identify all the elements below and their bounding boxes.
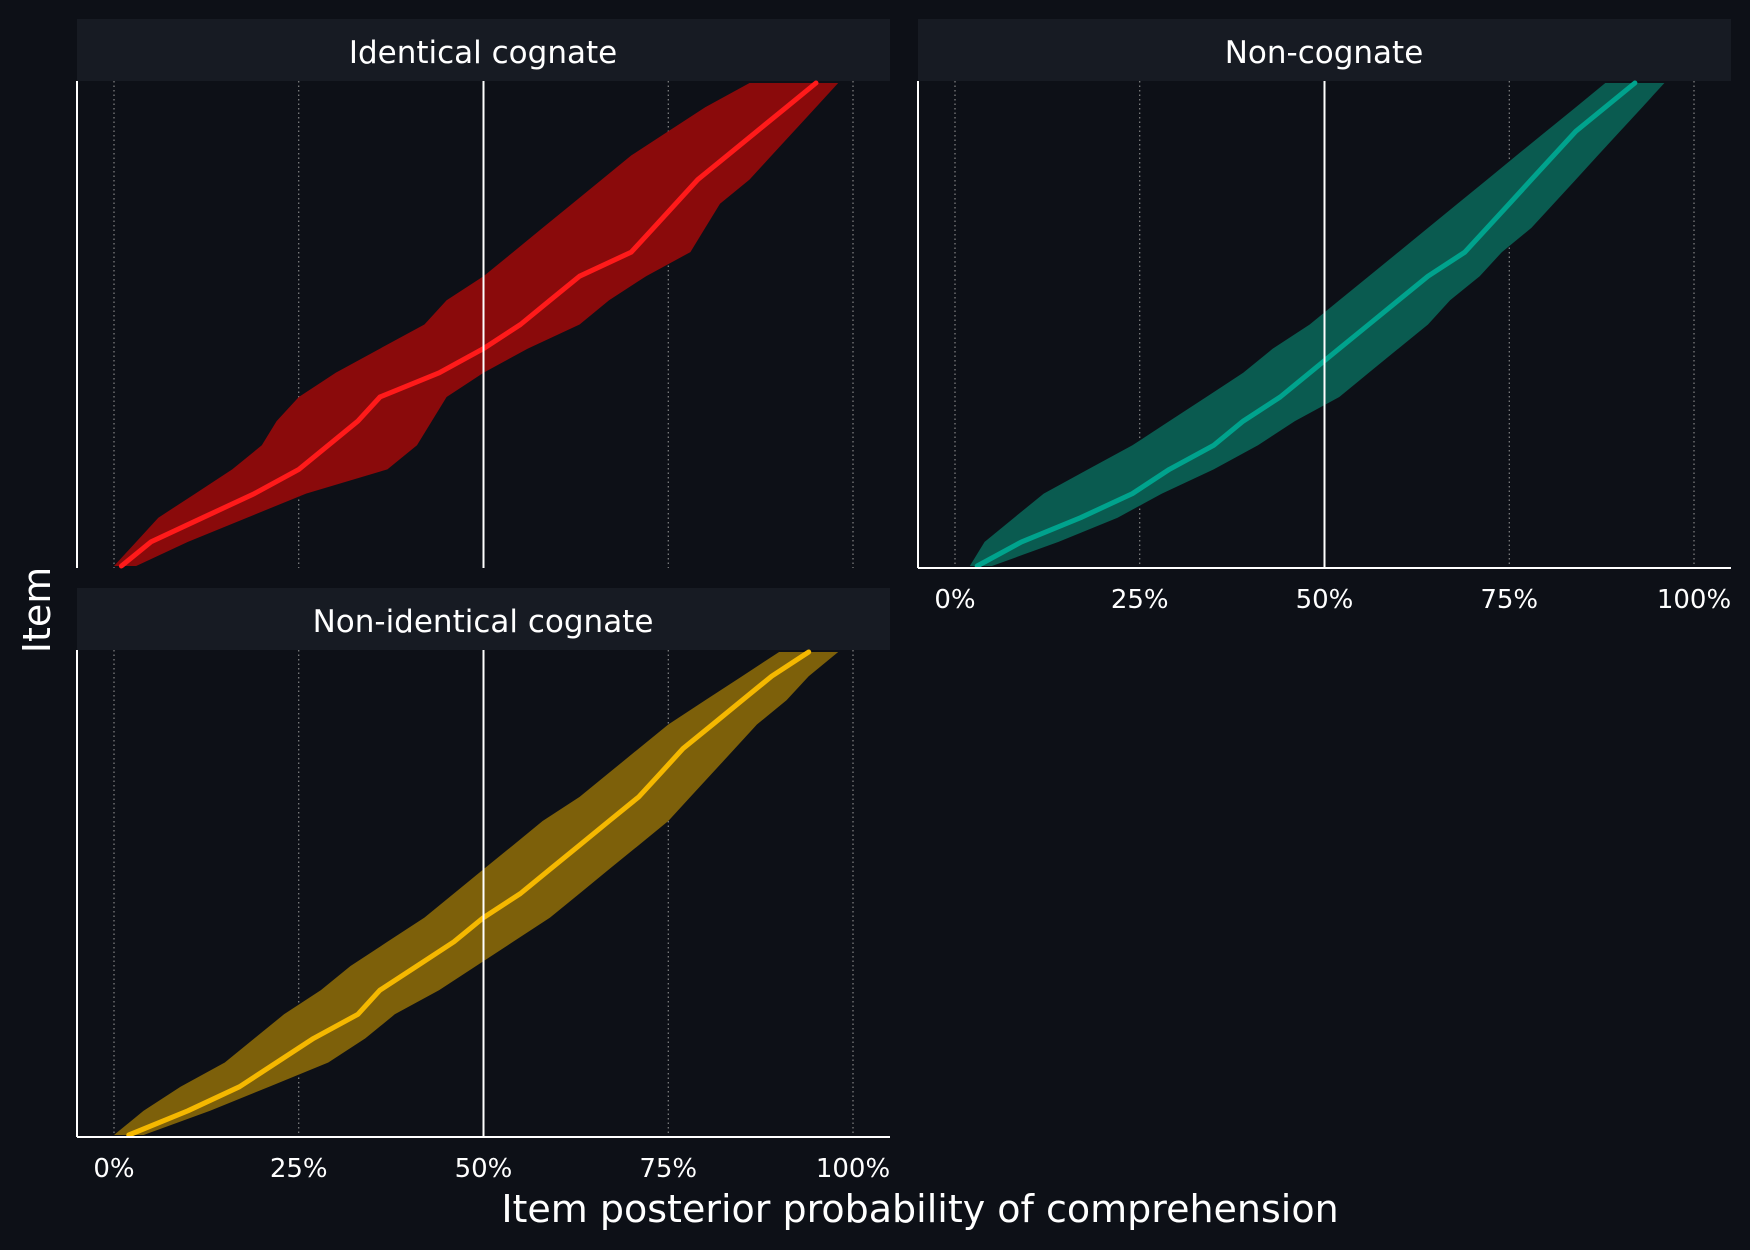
x-tick-label: 75%	[639, 1154, 697, 1184]
x-tick-label: 50%	[1296, 585, 1354, 615]
panel-non-cognate: Non-cognate 0% 25% 50% 75% 100%	[917, 19, 1731, 615]
credible-interval-band	[114, 83, 839, 566]
x-tick-label: 0%	[93, 1154, 134, 1184]
x-tick-label: 50%	[455, 1154, 513, 1184]
x-tick-label: 25%	[270, 1154, 328, 1184]
x-tick-label: 75%	[1480, 585, 1538, 615]
x-tick-label: 100%	[816, 1154, 890, 1184]
strip-title-non-cognate: Non-cognate	[1225, 35, 1424, 71]
strip-title-non-identical-cognate: Non-identical cognate	[313, 604, 654, 640]
panel-non-identical-cognate: Non-identical cognate 0% 25% 50% 75% 100%	[76, 588, 890, 1184]
panel-identical-cognate: Identical cognate	[76, 19, 890, 569]
x-axis-title: Item posterior probability of comprehens…	[501, 1187, 1338, 1231]
strip-non-cognate	[918, 19, 1731, 81]
median-line	[974, 80, 1638, 569]
strip-non-identical-cognate	[77, 588, 890, 650]
x-tick-label: 100%	[1657, 585, 1731, 615]
x-tick-label: 25%	[1111, 585, 1169, 615]
strip-identical-cognate	[77, 19, 890, 81]
median-line	[126, 649, 812, 1138]
median-line	[118, 80, 819, 569]
x-tick-label: 0%	[934, 585, 975, 615]
y-axis-title: Item	[15, 567, 59, 654]
credible-interval-band	[114, 652, 839, 1135]
strip-title-identical-cognate: Identical cognate	[349, 35, 617, 71]
credible-interval-band	[969, 83, 1665, 566]
